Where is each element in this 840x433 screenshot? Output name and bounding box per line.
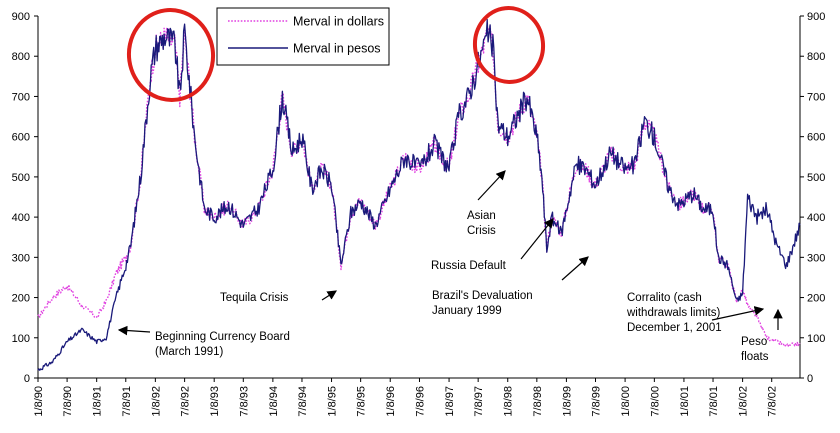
x-tick-label: 1/8/90 (33, 386, 45, 417)
y-tick-label-left: 600 (12, 132, 30, 144)
series-line-merval-in-pesos (37, 19, 801, 371)
y-tick-label-left: 400 (12, 212, 30, 224)
x-tick-label: 7/8/90 (62, 386, 74, 417)
x-tick-label: 7/8/00 (649, 386, 661, 417)
annotation-text: Tequila Crisis (220, 292, 289, 304)
y-tick-label-left: 0 (24, 373, 30, 385)
axes: 0 100 200 300 400 500 600 700 800 900 0 100 200 300 40… (12, 11, 826, 417)
legend: Merval in dollars Merval in pesos (216, 7, 390, 66)
annotation-arrow (477, 170, 506, 201)
annotation-text: Russia Default (431, 260, 507, 272)
legend-box (216, 7, 390, 66)
legend-label: Merval in pesos (293, 42, 381, 56)
y-tick-label-left: 500 (12, 172, 30, 184)
x-tick-label: 1/8/02 (738, 386, 750, 417)
annotation-text: floats (741, 351, 769, 363)
annotation-text: Beginning Currency Board (155, 331, 290, 343)
x-tick-label: 7/8/92 (180, 386, 192, 417)
annotation-arrow (520, 218, 554, 260)
x-tick-label: 7/8/94 (297, 386, 309, 417)
x-tick-label: 1/8/91 (92, 386, 104, 417)
x-tick-label: 7/8/98 (532, 386, 544, 417)
y-tick-label-right: 0 (807, 373, 813, 385)
y-tick-label-right: 800 (807, 51, 825, 63)
x-tick-label: 1/8/94 (268, 386, 280, 417)
annotation-text: Peso (741, 336, 767, 348)
x-tick-label: 1/8/95 (327, 386, 339, 417)
annotation-arrow (561, 256, 589, 281)
y-tick-label-left: 200 (12, 293, 30, 305)
x-tick-label: 1/8/00 (620, 386, 632, 417)
y-tick-label-left: 100 (12, 333, 30, 345)
x-tick-label: 1/8/98 (503, 386, 515, 417)
highlight-circles (126, 6, 546, 102)
y-tick-label-right: 400 (807, 212, 825, 224)
x-tick-label: 7/8/96 (414, 386, 426, 417)
annotation-text: December 1, 2001 (627, 322, 722, 334)
annotation-text: withdrawals limits) (626, 307, 720, 319)
series-layer (37, 19, 801, 371)
highlight-circle-1992 (126, 8, 216, 102)
x-tick-label: 7/8/95 (356, 386, 368, 417)
annotation-text: Corralito (cash (627, 292, 702, 304)
y-tick-label-left: 700 (12, 91, 30, 103)
y-tick-label-right: 900 (807, 11, 825, 23)
y-tick-label-left: 900 (12, 11, 30, 23)
y-tick-label-right: 500 (807, 172, 825, 184)
annotation-text: Asian (467, 210, 496, 222)
annotation-text: Brazil's Devaluation (432, 290, 533, 302)
x-tick-label: 1/8/92 (150, 386, 162, 417)
x-tick-label: 7/8/01 (708, 386, 720, 417)
y-tick-label-right: 300 (807, 252, 825, 264)
x-tick-label: 7/8/97 (473, 386, 485, 417)
legend-label: Merval in dollars (293, 15, 384, 29)
y-tick-label-left: 800 (12, 51, 30, 63)
x-tick-label: 7/8/02 (767, 386, 779, 417)
annotation-arrow (711, 306, 765, 321)
x-tick-label: 7/8/91 (121, 386, 133, 417)
x-tick-label: 1/8/96 (385, 386, 397, 417)
highlight-circle-1997 (472, 6, 546, 84)
annotations: Beginning Currency Board (March 1991) Tequ… (117, 170, 783, 363)
y-tick-label-right: 600 (807, 132, 825, 144)
y-tick-label-right: 100 (807, 333, 825, 345)
annotation-arrow (321, 290, 338, 301)
annotation-text: January 1999 (432, 305, 502, 317)
x-tick-label: 1/8/01 (679, 386, 691, 417)
x-tick-label: 1/8/97 (444, 386, 456, 417)
x-tick-label: 7/8/99 (591, 386, 603, 417)
x-tick-label: 1/8/93 (209, 386, 221, 417)
annotation-text: (March 1991) (155, 346, 224, 358)
annotation-text: Crisis (467, 225, 496, 237)
y-tick-label-right: 700 (807, 91, 825, 103)
y-tick-label-left: 300 (12, 252, 30, 264)
x-tick-label: 1/8/99 (561, 386, 573, 417)
x-tick-label: 7/8/93 (238, 386, 250, 417)
y-tick-label-right: 200 (807, 293, 825, 305)
annotation-arrow (117, 325, 151, 336)
